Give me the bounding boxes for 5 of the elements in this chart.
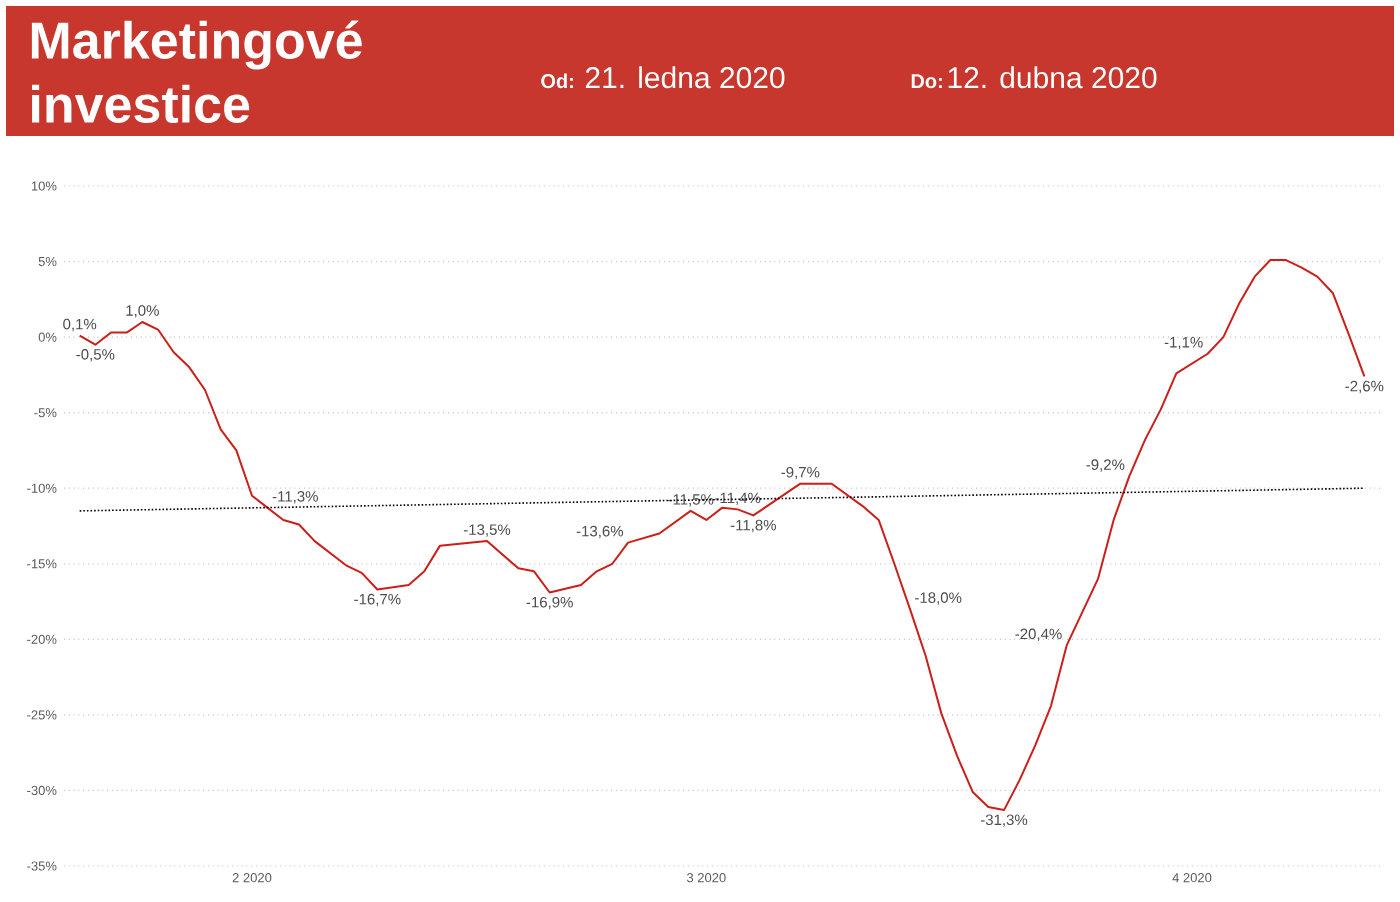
text: Do: — [911, 74, 942, 89]
text: Od: — [541, 73, 573, 89]
text: 12. dubna 2020 — [948, 66, 1157, 89]
chart-title: Marketingové investice — [31, 20, 362, 124]
text: 21. ledna 2020 — [585, 66, 785, 89]
